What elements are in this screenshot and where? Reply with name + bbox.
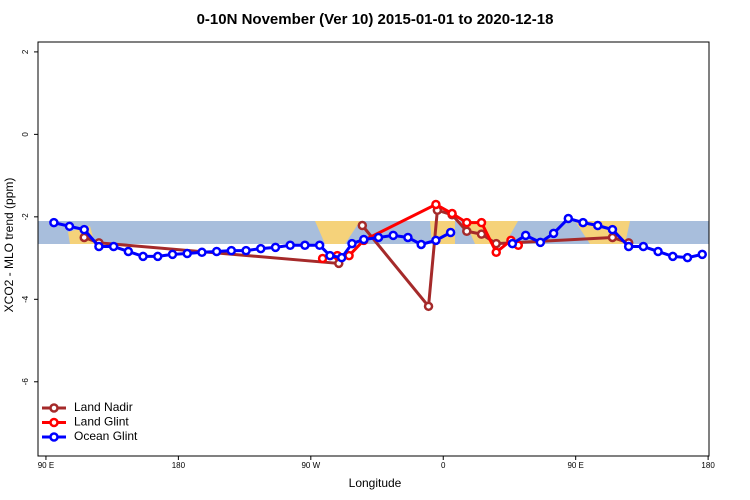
point [79, 224, 89, 235]
x-tick-label: 0 [441, 461, 446, 470]
y-tick-label: -4 [21, 295, 30, 303]
point [79, 232, 89, 243]
x-tick-label: 90 E [38, 461, 54, 470]
point [607, 232, 618, 243]
chart-title: 0-10N November (Ver 10) 2015-01-01 to 20… [197, 11, 554, 28]
point [197, 247, 207, 258]
series [49, 213, 707, 263]
point [563, 213, 574, 224]
point [431, 235, 441, 246]
x-tick-label: 180 [701, 461, 715, 470]
point [462, 217, 472, 228]
legend-label: Land Nadir [74, 400, 133, 414]
x-axis-label: Longitude [349, 476, 402, 490]
point [49, 217, 59, 228]
point [153, 251, 163, 262]
point [476, 229, 487, 239]
point [256, 243, 266, 254]
point [123, 246, 134, 257]
point [64, 221, 75, 232]
point [359, 234, 369, 245]
point [507, 238, 518, 249]
point [300, 240, 310, 251]
point [668, 251, 678, 262]
point [167, 249, 178, 260]
legend-label: Ocean Glint [74, 429, 138, 443]
point [623, 241, 634, 252]
legend-marker [49, 417, 59, 428]
point [182, 248, 192, 259]
point [431, 199, 441, 210]
point [285, 240, 295, 251]
point [423, 301, 434, 312]
x-tick-label: 90 W [301, 461, 320, 470]
point [403, 232, 413, 243]
point [373, 232, 384, 243]
point [491, 247, 501, 258]
legend-marker [49, 403, 59, 413]
y-tick-label: 0 [21, 132, 30, 137]
point [357, 220, 368, 231]
point [211, 246, 222, 257]
point [336, 252, 347, 263]
point [653, 246, 663, 257]
point [697, 249, 707, 260]
point [108, 241, 119, 252]
point [447, 208, 457, 219]
point [445, 227, 456, 238]
y-tick-label: -2 [21, 213, 30, 221]
plot-frame [37, 41, 710, 457]
point [270, 242, 281, 253]
point [138, 251, 148, 262]
point [94, 241, 104, 252]
point [682, 252, 693, 263]
point [607, 224, 618, 235]
point [638, 241, 649, 252]
point [325, 250, 335, 261]
point [241, 245, 251, 256]
point [226, 245, 237, 256]
point [314, 240, 325, 251]
point [388, 230, 398, 241]
point [520, 230, 531, 241]
legend-label: Land Glint [74, 415, 129, 429]
point [535, 237, 546, 248]
point [593, 220, 603, 231]
x-tick-label: 180 [172, 461, 186, 470]
legend-marker [49, 432, 59, 442]
point [347, 238, 357, 249]
point [548, 228, 559, 239]
point [578, 217, 588, 228]
point [317, 253, 328, 264]
y-tick-label: 2 [21, 49, 30, 54]
y-axis-label: XCO2 - MLO trend (ppm) [2, 178, 16, 313]
point [462, 226, 472, 237]
point [416, 239, 426, 250]
y-tick-label: -6 [21, 378, 30, 386]
x-tick-label: 90 E [567, 461, 583, 470]
point [476, 217, 487, 228]
